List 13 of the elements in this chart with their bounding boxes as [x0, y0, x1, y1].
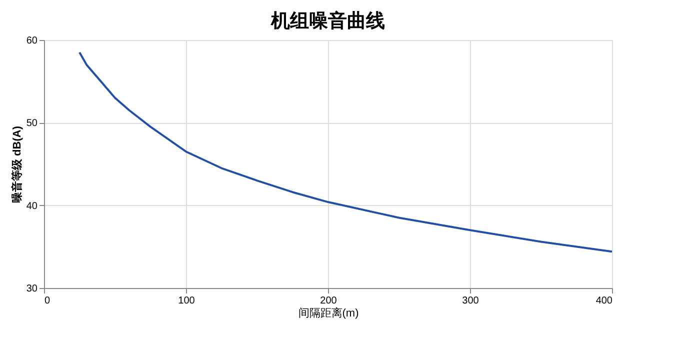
x-axis-title: 间隔距离(m) [298, 306, 359, 320]
x-tick-label: 0 [44, 296, 50, 306]
chart-title: 机组噪音曲线 [270, 10, 385, 32]
y-axis-title: 噪音等级 dB(A) [10, 126, 24, 203]
y-tick-label: 30 [26, 284, 38, 294]
y-tick-label: 40 [26, 200, 38, 212]
x-tick-label: 400 [596, 296, 613, 306]
x-tick-label: 300 [462, 296, 480, 306]
line-series [78, 51, 613, 253]
x-tick-label: 100 [178, 296, 196, 306]
x-tick-label: 200 [320, 296, 338, 306]
y-tick-label: 50 [26, 118, 38, 130]
y-tick-label: 60 [26, 36, 38, 46]
